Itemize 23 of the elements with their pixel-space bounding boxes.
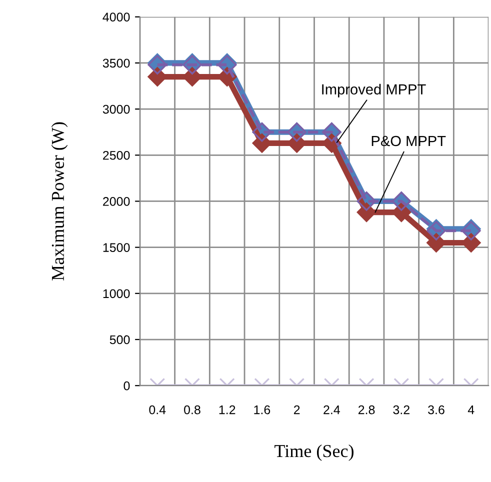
x-tick-label: 3.6 (428, 405, 444, 414)
x-tick-label: 1.6 (254, 405, 270, 414)
y-tick-label: 0 (124, 381, 130, 390)
y-tick-label: 1000 (103, 289, 130, 298)
x-tick-label: 3.2 (393, 405, 410, 414)
x-tick-label: 1.2 (219, 405, 236, 414)
x-tick-label: 4 (468, 406, 474, 414)
x-tick-label: 2 (294, 405, 300, 414)
y-tick-label: 3000 (102, 104, 130, 114)
x-tick-label: 2.4 (324, 405, 340, 414)
x-tick-label: 0.8 (184, 405, 200, 414)
y-tick-label: 3500 (102, 58, 130, 68)
y-tick-label: 2500 (103, 150, 130, 160)
series-label: Improved MPPT (322, 84, 426, 98)
text: P&O MPPT (372, 136, 446, 146)
y-axis-title: Maximum Power (W) (51, 122, 68, 280)
y-tick-label: 2000 (103, 197, 130, 206)
x-axis-title: Time (Sec) (274, 444, 354, 461)
y-tick-label: 500 (110, 335, 130, 344)
x-tick-label: 0.4 (149, 405, 166, 414)
y-tick-label: 1500 (103, 243, 130, 252)
y-tick-label: 4000 (102, 12, 130, 22)
x-tick-label: 2.8 (358, 405, 375, 414)
